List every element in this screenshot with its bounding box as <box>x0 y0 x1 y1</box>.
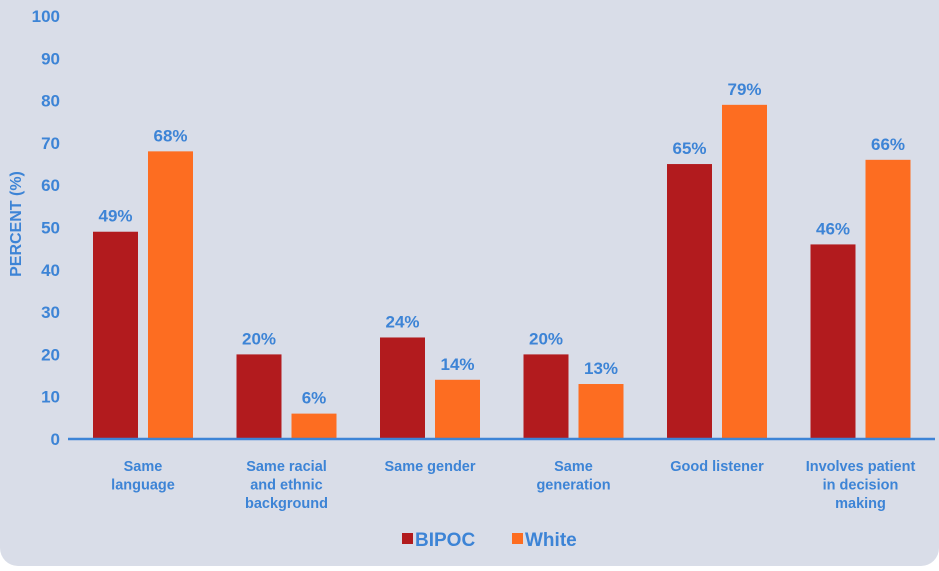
x-category-label: Same gender <box>384 459 475 475</box>
x-category-label: Same racial <box>246 459 327 475</box>
data-label: 79% <box>727 80 761 99</box>
x-category-label: language <box>111 478 175 494</box>
y-axis-title: PERCENT (%) <box>8 171 25 277</box>
y-tick-label: 70 <box>41 134 60 153</box>
data-label: 13% <box>584 359 618 378</box>
legend-swatch-white <box>512 533 523 544</box>
y-tick-label: 30 <box>41 303 60 322</box>
legend-swatch-bipoc <box>402 533 413 544</box>
y-tick-label: 0 <box>51 430 60 449</box>
bar-bipoc <box>93 231 138 439</box>
bar-white <box>435 379 480 439</box>
y-tick-label: 10 <box>41 388 60 407</box>
x-category-label: generation <box>536 478 610 494</box>
y-tick-label: 60 <box>41 176 60 195</box>
x-category-label: making <box>835 496 886 512</box>
bar-bipoc <box>810 244 856 439</box>
x-category-label: Same <box>554 459 593 475</box>
bar-white <box>291 413 337 439</box>
y-tick-label: 80 <box>41 92 60 111</box>
bar-white <box>578 384 624 439</box>
data-label: 20% <box>242 329 276 348</box>
y-tick-label: 90 <box>41 49 60 68</box>
bar-bipoc <box>380 337 425 439</box>
bar-white <box>865 159 911 439</box>
x-category-label: and ethnic <box>250 478 323 494</box>
legend-label-bipoc: BIPOC <box>415 530 475 551</box>
data-label: 68% <box>153 126 187 145</box>
y-tick-label: 20 <box>41 345 60 364</box>
data-label: 66% <box>871 135 905 154</box>
data-label: 14% <box>440 355 474 374</box>
data-label: 20% <box>529 329 563 348</box>
data-label: 46% <box>816 219 850 238</box>
y-tick-label: 50 <box>41 219 60 238</box>
bar-bipoc <box>523 354 569 439</box>
x-category-label: background <box>245 496 328 512</box>
data-label: 24% <box>385 312 419 331</box>
bar-white <box>148 151 193 440</box>
x-category-label: Involves patient <box>806 459 916 475</box>
x-category-label: in decision <box>823 478 899 494</box>
x-category-label: Same <box>124 459 163 475</box>
y-tick-label: 40 <box>41 261 60 280</box>
data-label: 65% <box>672 139 706 158</box>
bar-bipoc <box>236 354 282 439</box>
data-label: 6% <box>302 389 327 408</box>
bar-white <box>722 104 767 439</box>
y-tick-label: 100 <box>32 7 60 26</box>
legend-label-white: White <box>525 530 577 551</box>
bar-bipoc <box>667 164 712 440</box>
data-label: 49% <box>98 207 132 226</box>
x-category-label: Good listener <box>670 459 764 475</box>
